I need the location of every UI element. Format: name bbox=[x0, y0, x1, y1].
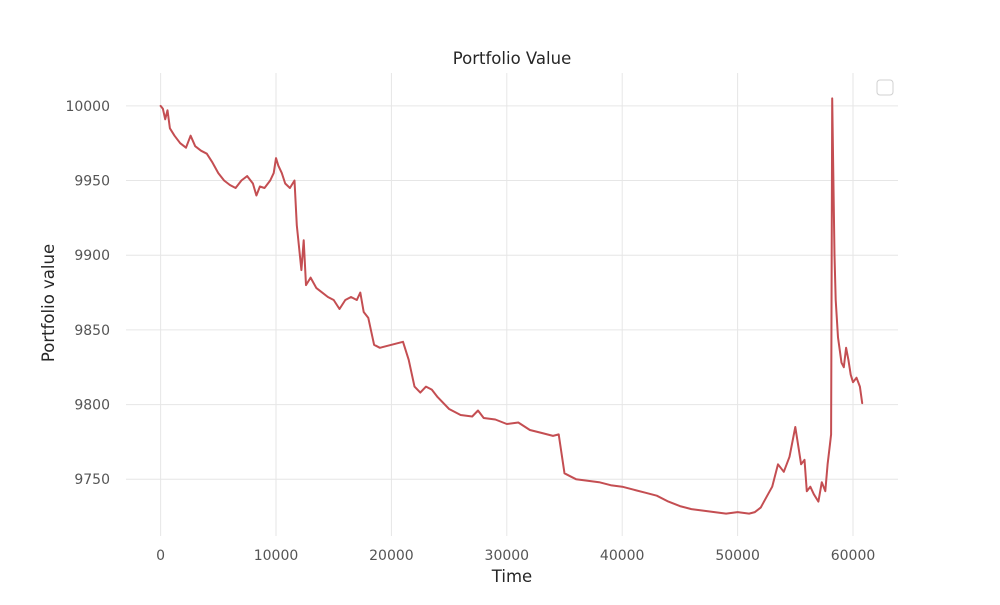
portfolio-value-line bbox=[159, 97, 864, 515]
x-tick-label: 40000 bbox=[600, 548, 645, 564]
x-tick-label: 0 bbox=[156, 548, 165, 564]
x-tick-label: 20000 bbox=[369, 548, 414, 564]
grid-layer bbox=[126, 73, 898, 536]
x-tick-label: 60000 bbox=[831, 548, 876, 564]
y-tick-label: 9850 bbox=[74, 323, 110, 339]
x-axis-label: Time bbox=[491, 567, 532, 586]
y-tick-label: 9800 bbox=[74, 398, 110, 414]
y-tick-label: 9950 bbox=[74, 174, 110, 190]
y-tick-label: 9900 bbox=[74, 248, 110, 264]
series-layer bbox=[159, 97, 864, 515]
x-tick-label: 30000 bbox=[485, 548, 530, 564]
x-tick-label: 50000 bbox=[715, 548, 760, 564]
x-tick-label: 10000 bbox=[254, 548, 299, 564]
tick-layer: 0 10000 20000 30000 40000 50000 60000 9750 9800 9… bbox=[65, 99, 875, 564]
legend-box bbox=[876, 79, 894, 96]
y-tick-label: 10000 bbox=[65, 99, 110, 115]
y-tick-label: 9750 bbox=[74, 472, 110, 488]
chart-title: Portfolio Value bbox=[453, 49, 571, 68]
y-axis-label: Portfolio value bbox=[39, 244, 58, 362]
